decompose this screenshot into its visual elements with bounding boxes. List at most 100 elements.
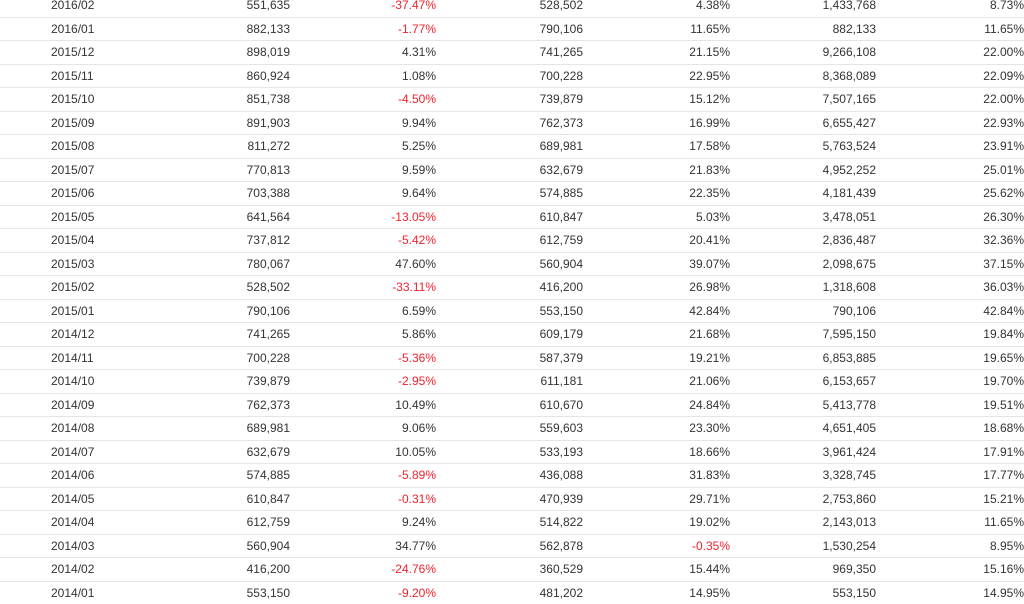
- month-cell: 2015/05: [51, 209, 95, 224]
- value-1-cell: 762,373: [246, 397, 290, 412]
- month-cell: 2016/02: [51, 0, 95, 12]
- value-1-cell: 610,847: [246, 491, 290, 506]
- value-3-cell: 3,328,745: [822, 468, 876, 482]
- month-cell: 2015/08: [51, 139, 95, 153]
- change-3-cell: 37.15%: [983, 256, 1024, 271]
- month-cell: 2014/01: [51, 585, 95, 600]
- value-1-cell: 737,812: [246, 233, 290, 247]
- change-3-cell: 32.36%: [983, 233, 1024, 247]
- value-2-cell: 436,088: [539, 468, 583, 482]
- month-cell: 2014/08: [51, 421, 95, 435]
- value-2-cell: 562,878: [539, 538, 583, 553]
- table-row: 2015/08 811,272 5.25% 689,981 17.58% 5,763,52…: [0, 135, 1024, 159]
- change-1-cell: 9.94%: [401, 115, 436, 130]
- value-2-cell: 514,822: [539, 515, 583, 529]
- value-3-cell: 5,763,524: [822, 139, 876, 153]
- value-3-cell: 2,098,675: [822, 256, 876, 271]
- change-3-cell: 11.65%: [984, 21, 1024, 36]
- table-row: 2014/10 739,879 -2.95% 611,181 21.06% 6,153,6…: [0, 370, 1024, 394]
- value-3-cell: 4,952,252: [822, 162, 876, 177]
- change-3-cell: 26.30%: [983, 209, 1024, 224]
- value-3-cell: 7,595,150: [822, 327, 876, 341]
- table-row: 2014/01 553,150 -9.20% 481,202 14.95% 553,150…: [0, 582, 1024, 604]
- change-2-cell: 17.58%: [689, 139, 730, 153]
- change-3-cell: 17.77%: [983, 468, 1024, 482]
- change-2-cell: 22.95%: [689, 68, 730, 83]
- change-2-cell: 22.35%: [689, 186, 730, 200]
- value-3-cell: 6,853,885: [822, 350, 876, 365]
- value-3-cell: 1,530,254: [822, 538, 876, 553]
- value-3-cell: 969,350: [832, 562, 876, 576]
- month-cell: 2015/04: [51, 233, 95, 247]
- change-1-cell: -9.20%: [397, 585, 436, 600]
- month-cell: 2015/06: [51, 186, 95, 200]
- value-1-cell: 741,265: [246, 327, 290, 341]
- change-2-cell: 18.66%: [689, 444, 730, 459]
- value-2-cell: 762,373: [539, 115, 583, 130]
- change-1-cell: -33.11%: [392, 280, 436, 294]
- change-3-cell: 19.65%: [983, 350, 1024, 365]
- table-row: 2014/07 632,679 10.05% 533,193 18.66% 3,961,4…: [0, 441, 1024, 464]
- change-1-cell: 5.86%: [401, 327, 436, 341]
- change-2-cell: 5.03%: [695, 209, 730, 224]
- change-2-cell: 20.41%: [689, 233, 730, 247]
- change-2-cell: 4.38%: [695, 0, 730, 12]
- change-1-cell: -5.36%: [397, 350, 436, 365]
- change-3-cell: 23.91%: [983, 139, 1024, 153]
- change-3-cell: 19.70%: [983, 374, 1024, 388]
- value-2-cell: 560,904: [539, 256, 583, 271]
- change-3-cell: 19.51%: [983, 397, 1024, 412]
- table-row: 2015/10 851,738 -4.50% 739,879 15.12% 7,507,1…: [0, 88, 1024, 112]
- value-3-cell: 8,368,089: [822, 68, 876, 83]
- change-2-cell: 23.30%: [689, 421, 730, 435]
- change-2-cell: 11.65%: [690, 21, 730, 36]
- change-3-cell: 22.00%: [983, 45, 1024, 59]
- value-1-cell: 770,813: [246, 162, 290, 177]
- table-row: 2014/09 762,373 10.49% 610,670 24.84% 5,413,7…: [0, 394, 1024, 417]
- table-row: 2016/01 882,133 -1.77% 790,106 11.65% 882,133…: [0, 18, 1024, 41]
- change-1-cell: 10.05%: [395, 444, 436, 459]
- value-1-cell: 882,133: [246, 21, 290, 36]
- change-1-cell: -1.77%: [397, 21, 436, 36]
- change-1-cell: 1.08%: [401, 68, 436, 83]
- change-2-cell: 21.68%: [689, 327, 730, 341]
- change-1-cell: 9.06%: [401, 421, 436, 435]
- change-1-cell: -13.05%: [391, 209, 436, 224]
- change-2-cell: 31.83%: [689, 468, 730, 482]
- table-row: 2014/08 689,981 9.06% 559,603 23.30% 4,651,40…: [0, 417, 1024, 441]
- value-3-cell: 3,961,424: [822, 444, 876, 459]
- change-1-cell: 9.24%: [401, 515, 436, 529]
- change-3-cell: 15.16%: [983, 562, 1024, 576]
- table-row: 2015/04 737,812 -5.42% 612,759 20.41% 2,836,4…: [0, 229, 1024, 253]
- change-1-cell: -0.31%: [397, 491, 436, 506]
- change-3-cell: 25.62%: [983, 186, 1024, 200]
- change-1-cell: 34.77%: [395, 538, 436, 553]
- change-1-cell: 4.31%: [401, 45, 436, 59]
- change-2-cell: 15.44%: [689, 562, 730, 576]
- change-3-cell: 15.21%: [983, 491, 1024, 506]
- month-cell: 2014/06: [51, 468, 95, 482]
- value-3-cell: 9,266,108: [822, 45, 876, 59]
- table-row: 2015/07 770,813 9.59% 632,679 21.83% 4,952,25…: [0, 159, 1024, 182]
- value-3-cell: 790,106: [832, 303, 876, 318]
- change-3-cell: 22.00%: [983, 92, 1024, 106]
- change-3-cell: 8.95%: [989, 538, 1024, 553]
- change-3-cell: 19.84%: [983, 327, 1024, 341]
- value-2-cell: 610,847: [539, 209, 583, 224]
- table-row: 2015/12 898,019 4.31% 741,265 21.15% 9,266,10…: [0, 41, 1024, 65]
- value-1-cell: 790,106: [246, 303, 290, 318]
- change-2-cell: 21.06%: [689, 374, 730, 388]
- month-cell: 2015/09: [51, 115, 95, 130]
- change-1-cell: 9.64%: [401, 186, 436, 200]
- month-cell: 2015/10: [51, 92, 95, 106]
- month-cell: 2014/11: [51, 350, 94, 365]
- month-cell: 2014/05: [51, 491, 95, 506]
- table-row: 2014/04 612,759 9.24% 514,822 19.02% 2,143,01…: [0, 511, 1024, 535]
- change-2-cell: 39.07%: [689, 256, 730, 271]
- value-2-cell: 700,228: [539, 68, 583, 83]
- table-row: 2015/11 860,924 1.08% 700,228 22.95% 8,368,08…: [0, 65, 1024, 88]
- change-3-cell: 25.01%: [983, 162, 1024, 177]
- value-1-cell: 632,679: [246, 444, 290, 459]
- month-cell: 2014/02: [51, 562, 95, 576]
- table-row: 2015/05 641,564 -13.05% 610,847 5.03% 3,478,0…: [0, 206, 1024, 229]
